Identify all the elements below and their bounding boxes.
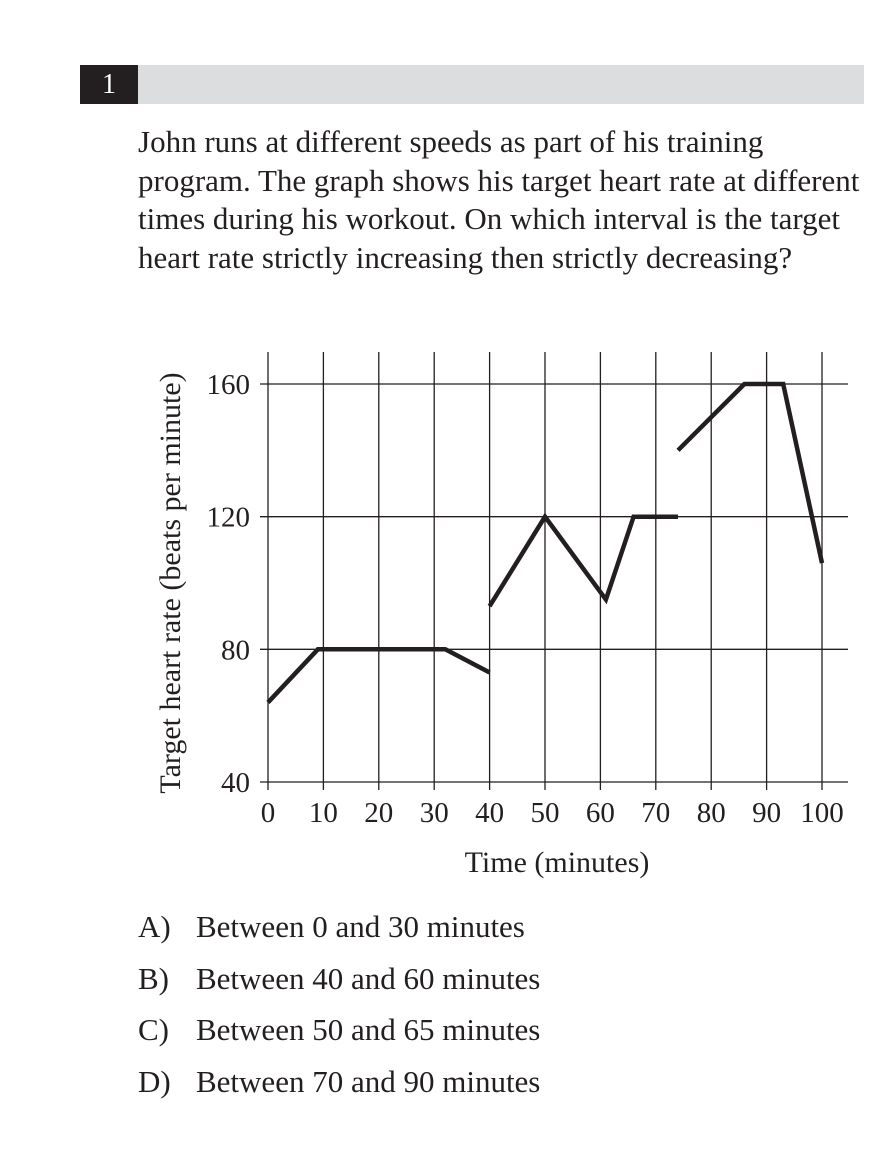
y-tick-label: 160 bbox=[207, 369, 251, 401]
x-tick-label: 90 bbox=[752, 797, 781, 829]
x-tick-label: 10 bbox=[309, 797, 338, 829]
x-axis-label: Time (minutes) bbox=[465, 846, 650, 879]
heart-rate-chart: 0 10 20 30 40 50 60 70 80 90 100 40 80 120 160 Time (mi… bbox=[154, 352, 848, 879]
series-line bbox=[266, 647, 491, 704]
x-tick-label: 0 bbox=[261, 797, 276, 829]
choice-a[interactable]: A) Between 0 and 30 minutes bbox=[138, 905, 540, 957]
choice-letter: C) bbox=[138, 1012, 169, 1047]
choice-c[interactable]: C) Between 50 and 65 minutes bbox=[138, 1008, 540, 1060]
question-header-bar: 1 bbox=[80, 65, 864, 104]
y-tick-label: 80 bbox=[221, 634, 250, 666]
y-axis-label: Target heart rate (beats per minute) bbox=[154, 372, 187, 793]
answer-choices: A) Between 0 and 30 minutes B) Between 40 … bbox=[138, 905, 540, 1111]
choice-text: Between 40 and 60 minutes bbox=[196, 960, 541, 996]
x-tick-label: 70 bbox=[641, 797, 670, 829]
series-line bbox=[676, 381, 825, 564]
series-line bbox=[487, 512, 678, 608]
choice-d[interactable]: D) Between 70 and 90 minutes bbox=[138, 1060, 540, 1112]
question-number: 1 bbox=[80, 65, 138, 104]
choice-letter: A) bbox=[138, 909, 171, 944]
y-tick-label: 40 bbox=[221, 767, 250, 799]
x-tick-label: 20 bbox=[364, 797, 393, 829]
choice-letter: B) bbox=[138, 960, 169, 996]
x-tick-label: 30 bbox=[420, 797, 449, 829]
choice-text: Between 50 and 65 minutes bbox=[196, 1012, 541, 1047]
x-tick-label: 60 bbox=[586, 797, 615, 829]
x-tick-label: 80 bbox=[697, 797, 726, 829]
choice-b[interactable]: B) Between 40 and 60 minutes bbox=[138, 957, 540, 1009]
choice-text: Between 0 and 30 minutes bbox=[196, 909, 525, 944]
choice-text: Between 70 and 90 minutes bbox=[196, 1063, 541, 1099]
choice-letter: D) bbox=[138, 1063, 171, 1099]
y-tick-label: 120 bbox=[207, 502, 251, 534]
x-tick-label: 50 bbox=[531, 797, 560, 829]
x-tick-label: 40 bbox=[475, 797, 504, 829]
x-tick-label: 100 bbox=[800, 797, 844, 829]
question-text: John runs at different speeds as part of… bbox=[138, 124, 860, 275]
